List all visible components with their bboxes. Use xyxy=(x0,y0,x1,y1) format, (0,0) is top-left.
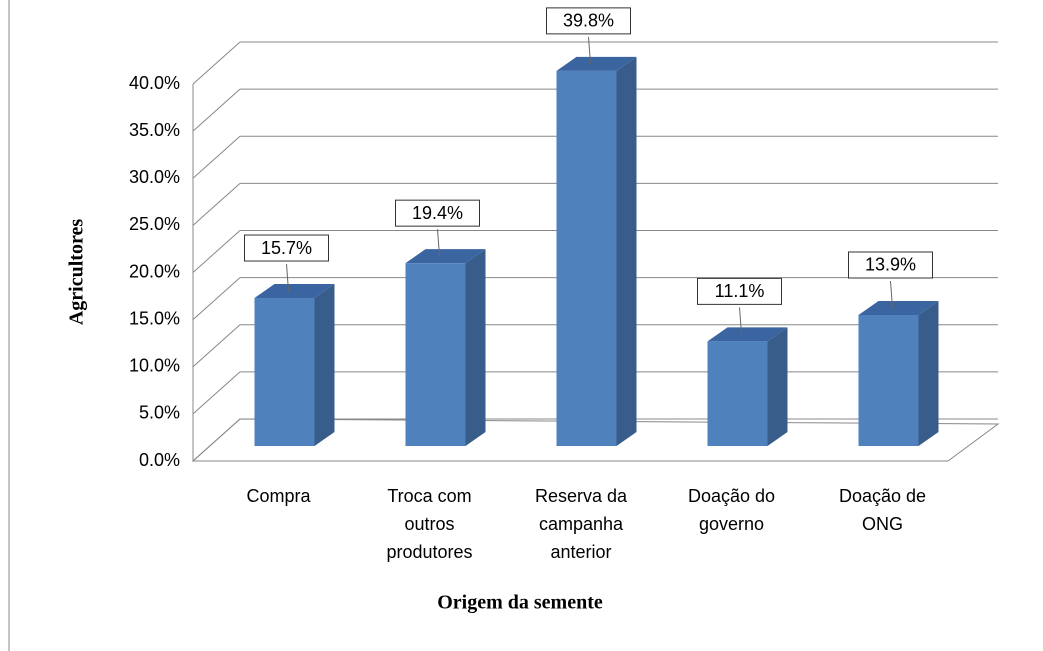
side-grid-line xyxy=(192,183,241,226)
y-tick-label: 35.0% xyxy=(129,120,180,140)
label-leader xyxy=(286,263,289,292)
y-tick-label: 5.0% xyxy=(139,403,180,423)
y-tick-label: 0.0% xyxy=(139,450,180,470)
chart-border xyxy=(8,0,10,651)
bar-top xyxy=(254,284,335,299)
bar-top xyxy=(405,249,486,264)
bar xyxy=(707,341,768,446)
label-box xyxy=(244,234,329,262)
data-label: 39.8% xyxy=(563,11,614,31)
bar-top xyxy=(556,56,637,71)
side-grid-line xyxy=(192,277,241,320)
label-box xyxy=(697,277,782,305)
side-grid-line xyxy=(192,371,241,415)
x-tick-label: Compra xyxy=(246,486,311,506)
y-tick-label: 10.0% xyxy=(129,356,180,376)
y-tick-label: 40.0% xyxy=(129,73,180,93)
label-box xyxy=(395,199,480,227)
data-label: 19.4% xyxy=(412,203,463,223)
bar xyxy=(556,70,617,446)
label-box xyxy=(546,7,631,35)
x-axis-title: Origem da semente xyxy=(437,592,603,614)
x-tick-label: Doação de ONG xyxy=(838,486,927,534)
label-leader xyxy=(890,280,893,309)
side-grid-line xyxy=(192,88,241,132)
bar-side xyxy=(767,327,788,446)
x-tick-label: Troca com outros produtores xyxy=(386,486,473,562)
label-box xyxy=(848,251,933,279)
y-tick-label: 15.0% xyxy=(129,308,180,328)
bar-side xyxy=(465,249,486,446)
side-grid-line xyxy=(192,135,241,179)
y-tick-label: 25.0% xyxy=(129,214,180,234)
bar xyxy=(254,298,315,446)
bar-side xyxy=(616,56,637,446)
bar xyxy=(858,314,919,446)
bar-side xyxy=(314,284,335,446)
data-label: 11.1% xyxy=(715,281,765,301)
data-label: 15.7% xyxy=(261,238,312,258)
bar-top xyxy=(707,327,788,342)
y-tick-label: 20.0% xyxy=(129,261,180,281)
bar-side xyxy=(918,300,939,446)
side-grid-line xyxy=(192,230,241,273)
y-axis-title: Agricultores xyxy=(66,219,88,325)
label-leader xyxy=(437,229,440,257)
x-tick-label: Doação do governo xyxy=(687,486,776,534)
data-label: 13.9% xyxy=(865,255,916,275)
side-grid-line xyxy=(192,41,241,85)
bar-top xyxy=(858,300,939,315)
y-tick-label: 30.0% xyxy=(129,167,180,187)
x-tick-label: Reserva da campanha anterior xyxy=(534,486,628,562)
side-grid-line xyxy=(192,418,241,462)
bar xyxy=(405,263,466,446)
label-leader xyxy=(588,36,591,64)
label-leader xyxy=(739,307,742,335)
side-grid-line xyxy=(192,324,241,368)
